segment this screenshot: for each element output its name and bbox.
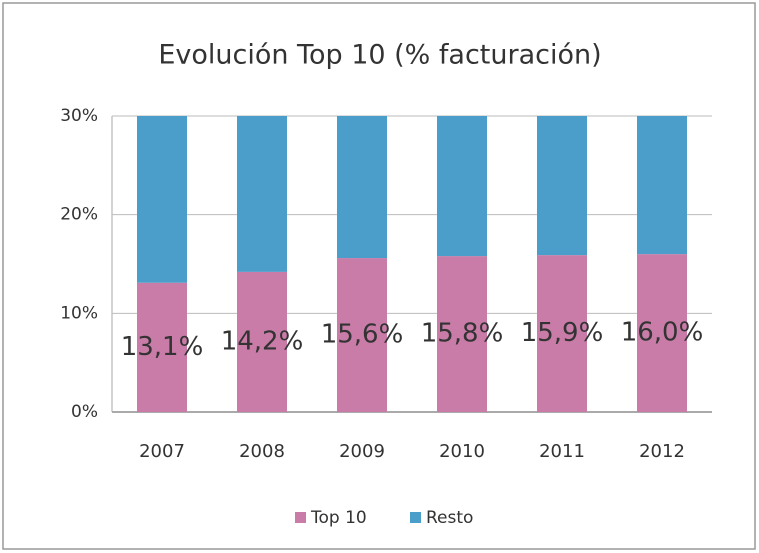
legend-swatch bbox=[410, 512, 421, 523]
x-tick-label: 2011 bbox=[539, 441, 585, 462]
bar-segment bbox=[637, 254, 687, 412]
bar-segment bbox=[637, 116, 687, 255]
data-label: 14,2% bbox=[221, 326, 304, 356]
bar-segment bbox=[237, 116, 287, 272]
bar-segment bbox=[437, 256, 487, 412]
bar-segment bbox=[237, 271, 287, 412]
x-tick-label: 2008 bbox=[239, 441, 285, 462]
bar-segment bbox=[337, 258, 387, 412]
bar-segment bbox=[137, 282, 187, 412]
bar-segment bbox=[437, 116, 487, 257]
bar-segment bbox=[537, 116, 587, 256]
data-label: 15,9% bbox=[521, 318, 604, 348]
data-label: 15,6% bbox=[321, 320, 404, 350]
x-tick-label: 2010 bbox=[439, 441, 485, 462]
bar-segment bbox=[137, 116, 187, 283]
x-tick-label: 2009 bbox=[339, 441, 385, 462]
data-label: 16,0% bbox=[621, 318, 704, 348]
y-tick-label: 20% bbox=[60, 205, 98, 225]
legend-label: Top 10 bbox=[310, 508, 367, 528]
data-label: 15,8% bbox=[421, 319, 504, 349]
bar-segment bbox=[537, 255, 587, 412]
bar-segment bbox=[337, 116, 387, 259]
chart-title: Evolución Top 10 (% facturación) bbox=[158, 40, 601, 71]
y-tick-label: 30% bbox=[60, 106, 98, 126]
legend-label: Resto bbox=[426, 508, 473, 528]
y-tick-label: 10% bbox=[60, 303, 98, 323]
x-tick-label: 2012 bbox=[639, 441, 685, 462]
data-label: 13,1% bbox=[121, 332, 204, 362]
x-tick-label: 2007 bbox=[139, 441, 185, 462]
y-tick-label: 0% bbox=[71, 402, 98, 422]
legend-swatch bbox=[295, 512, 306, 523]
